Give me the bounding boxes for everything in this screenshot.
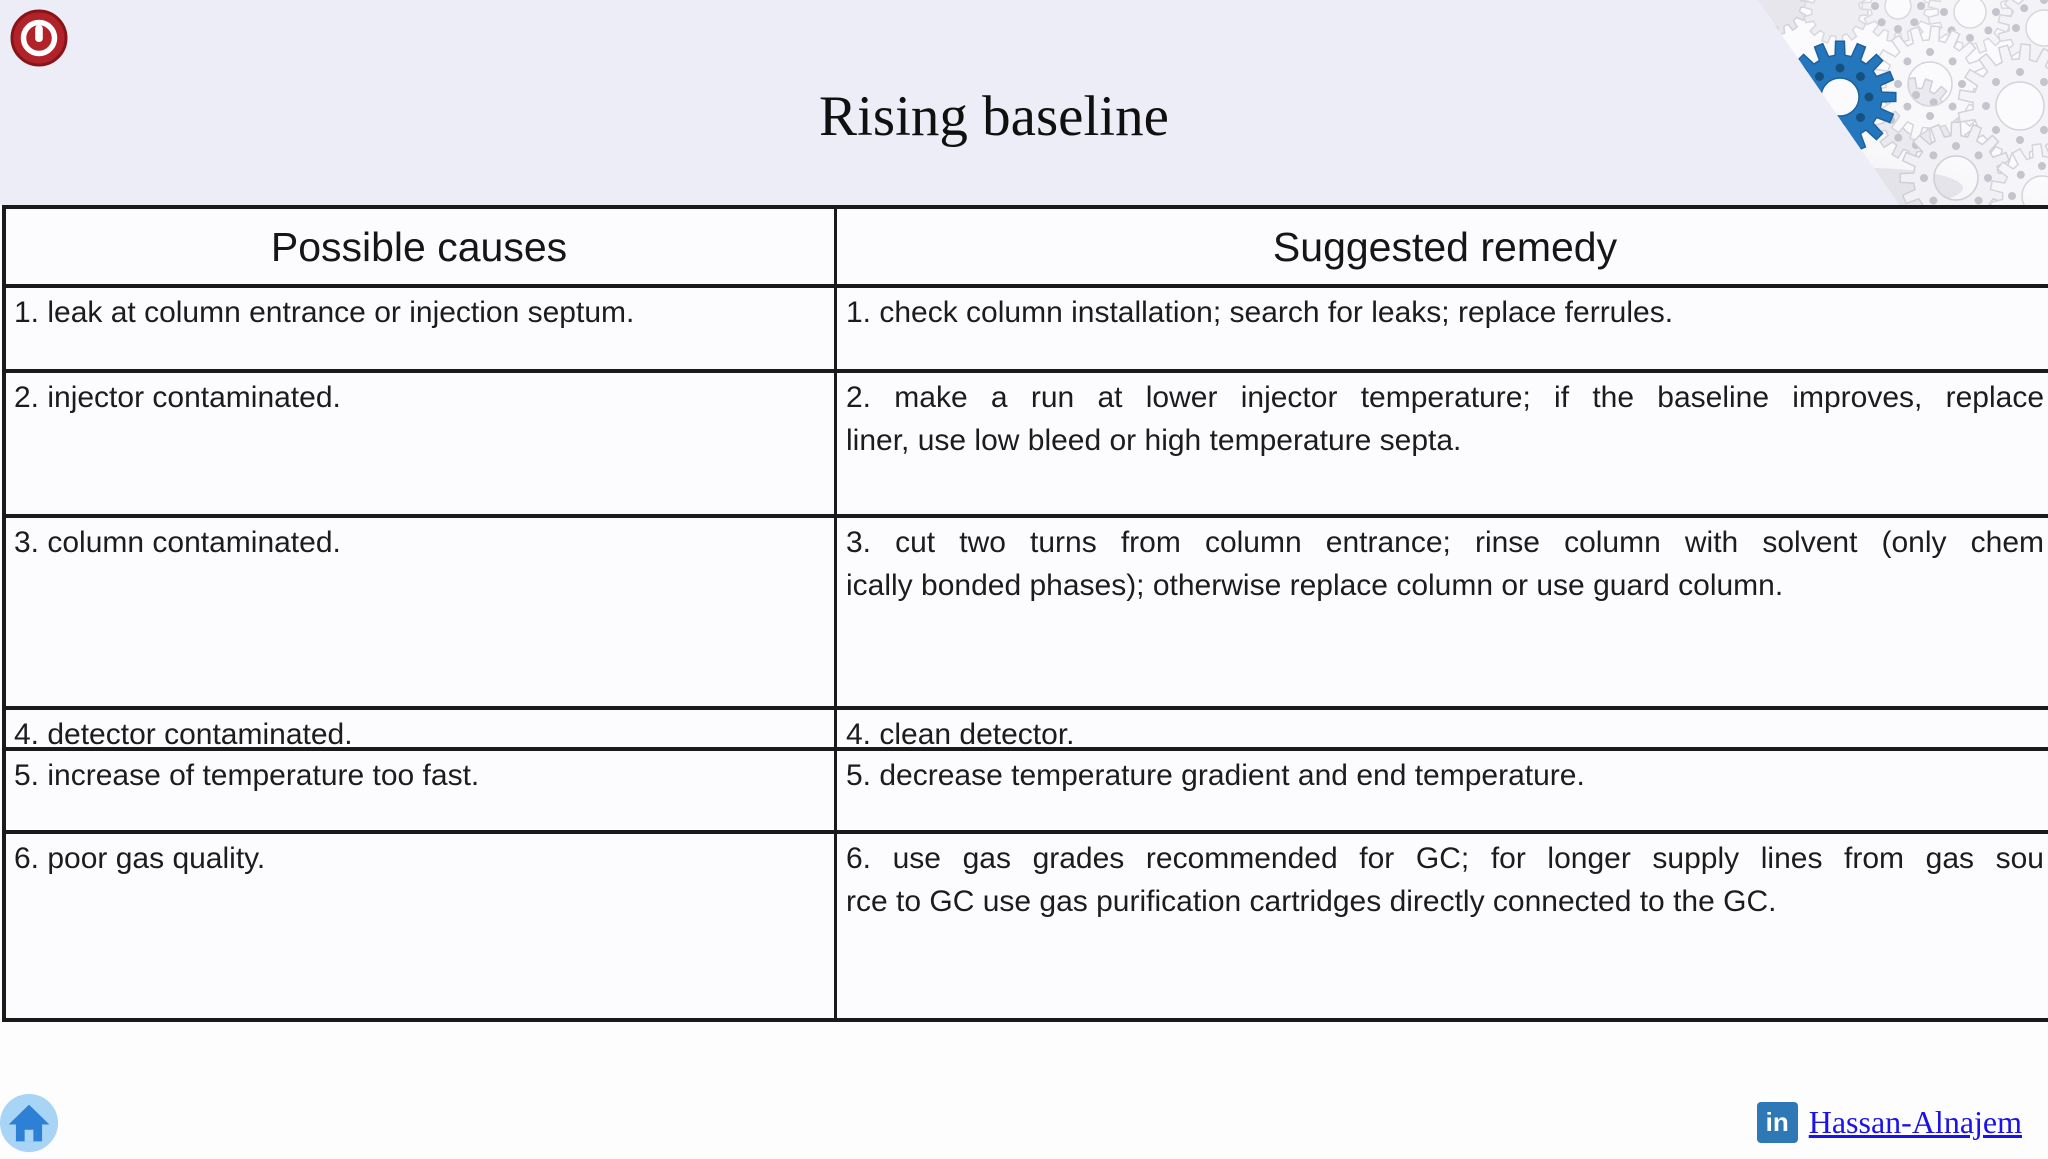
cause-cell: 4. detector contaminated.	[14, 718, 353, 747]
table-row: 6. poor gas quality. 6. use gas grades r…	[6, 830, 2048, 1018]
remedy-cell: 2. make a run at lower injector temperat…	[834, 373, 2048, 514]
linkedin-icon[interactable]: in	[1756, 1102, 1798, 1143]
cause-cell: 3. column contaminated.	[14, 526, 341, 559]
header-cell-remedy: Suggested remedy	[834, 209, 2048, 284]
table-header-row: Possible causes Suggested remedy	[6, 209, 2048, 284]
power-stop-icon-glyph	[10, 9, 68, 67]
page-title: Rising baseline	[819, 85, 1169, 148]
linkedin-link[interactable]: Hassan-Alnajem	[1808, 1104, 2022, 1140]
table-row: 2. injector contaminated. 2. make a run …	[6, 369, 2048, 514]
linkedin-credit: in Hassan-Alnajem	[1756, 1102, 2022, 1143]
title-band	[0, 0, 2048, 205]
remedy-cell: 6. use gas grades recommended for GC; fo…	[834, 834, 2048, 1018]
table-row: 3. column contaminated. 3. cut two turns…	[6, 514, 2048, 706]
home-icon-glyph	[0, 1093, 59, 1153]
cause-cell: 1. leak at column entrance or injection …	[14, 296, 635, 329]
header-cell-causes: Possible causes	[270, 224, 568, 270]
remedy-cell: 1. check column installation; search for…	[834, 288, 2048, 369]
table-row: 1. leak at column entrance or injection …	[6, 284, 2048, 369]
remedy-cell: 3. cut two turns from column entrance; r…	[834, 518, 2048, 706]
cause-cell: 6. poor gas quality.	[14, 842, 266, 875]
cause-cell: 5. increase of temperature too fast.	[14, 759, 480, 792]
troubleshooting-table: Possible causes Suggested remedy 1. leak…	[2, 205, 2048, 1022]
home-icon[interactable]	[0, 1092, 60, 1154]
power-stop-icon[interactable]	[10, 9, 68, 67]
remedy-cell: 4. clean detector.	[834, 710, 2048, 747]
cause-cell: 2. injector contaminated.	[14, 381, 341, 414]
remedy-cell: 5. decrease temperature gradient and end…	[834, 751, 2048, 830]
table-row: 4. detector contaminated. 4. clean detec…	[6, 706, 2048, 747]
table-row: 5. increase of temperature too fast. 5. …	[6, 747, 2048, 830]
